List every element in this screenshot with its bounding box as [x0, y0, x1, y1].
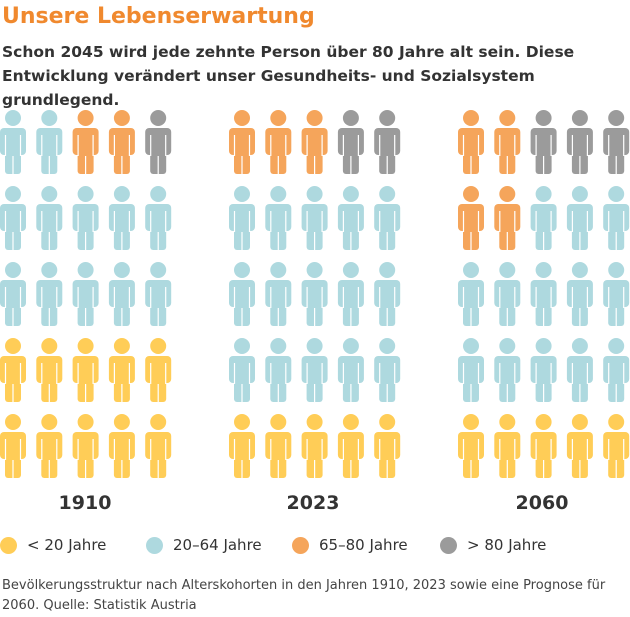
chart-subtitle: Schon 2045 wird jede zehnte Person über …: [2, 43, 575, 109]
legend: < 20 Jahre 20–64 Jahre 65–80 Jahre > 80 …: [0, 536, 546, 554]
person-icon: [0, 338, 26, 402]
person-icon: [603, 186, 630, 250]
person-icon: [265, 262, 292, 326]
person-icon: [36, 262, 63, 326]
legend-label: > 80 Jahre: [467, 536, 547, 554]
person-icon: [337, 414, 364, 478]
person-icon: [530, 110, 557, 174]
person-icon: [337, 262, 364, 326]
person-icon: [458, 110, 484, 174]
year-label-2023: 2023: [286, 492, 340, 514]
person-icon: [337, 186, 364, 250]
person-icon: [458, 414, 484, 478]
person-icon: [145, 262, 172, 326]
person-icon: [145, 110, 172, 174]
person-icon: [229, 262, 255, 326]
person-icon: [72, 414, 99, 478]
person-icon: [458, 186, 484, 250]
person-icon: [36, 110, 63, 174]
legend-item: 65–80 Jahre: [292, 536, 440, 554]
person-icon: [72, 186, 99, 250]
person-icon: [530, 338, 557, 402]
person-icon: [566, 262, 593, 326]
person-icon: [229, 186, 255, 250]
person-icon: [566, 110, 593, 174]
person-icon: [36, 186, 63, 250]
person-icon: [603, 414, 630, 478]
legend-item: 20–64 Jahre: [146, 536, 292, 554]
person-icon: [301, 414, 328, 478]
person-icon: [72, 262, 99, 326]
person-icon: [530, 414, 557, 478]
person-icon: [108, 110, 135, 174]
legend-swatch: [292, 536, 309, 554]
person-icon: [603, 338, 630, 402]
person-icon: [374, 186, 401, 250]
person-icon: [301, 110, 328, 174]
legend-label: < 20 Jahre: [27, 536, 107, 554]
person-icon: [301, 338, 328, 402]
footnote: Bevölkerungsstruktur nach Alterskohorten…: [2, 578, 606, 613]
chart-title: Unsere Lebenserwartung: [2, 4, 315, 29]
legend-swatch: [146, 536, 163, 554]
person-icon: [108, 262, 135, 326]
person-icon: [374, 338, 401, 402]
year-label-1910: 1910: [58, 492, 112, 514]
person-icon: [265, 110, 292, 174]
legend-label: 65–80 Jahre: [319, 536, 408, 554]
person-icon: [145, 414, 172, 478]
person-icon: [108, 414, 135, 478]
person-icon: [265, 338, 292, 402]
person-icon: [72, 110, 99, 174]
person-icon: [229, 110, 255, 174]
legend-item: > 80 Jahre: [440, 536, 546, 554]
person-icon: [566, 186, 593, 250]
person-icon: [265, 186, 292, 250]
person-icon: [0, 262, 26, 326]
person-icon: [374, 262, 401, 326]
person-icon: [494, 110, 521, 174]
person-icon: [36, 414, 63, 478]
person-icon: [72, 338, 99, 402]
pictogram-chart: [0, 110, 630, 478]
legend-item: < 20 Jahre: [0, 536, 146, 554]
person-icon: [337, 338, 364, 402]
person-icon: [0, 186, 26, 250]
person-icon: [36, 338, 63, 402]
person-icon: [566, 338, 593, 402]
legend-swatch: [440, 536, 457, 554]
person-icon: [494, 414, 521, 478]
person-icon: [530, 262, 557, 326]
person-icon: [0, 110, 26, 174]
person-icon: [229, 414, 255, 478]
person-icon: [494, 262, 521, 326]
person-icon: [301, 186, 328, 250]
person-icon: [458, 262, 484, 326]
person-icon: [0, 414, 26, 478]
person-icon: [603, 262, 630, 326]
person-icon: [145, 338, 172, 402]
legend-label: 20–64 Jahre: [173, 536, 262, 554]
person-icon: [530, 186, 557, 250]
person-icon: [145, 186, 172, 250]
person-icon: [566, 414, 593, 478]
legend-swatch: [0, 536, 17, 554]
person-icon: [458, 338, 484, 402]
person-icon: [603, 110, 630, 174]
person-icon: [229, 338, 255, 402]
year-label-2060: 2060: [515, 492, 569, 514]
person-icon: [494, 338, 521, 402]
person-icon: [494, 186, 521, 250]
person-icon: [265, 414, 292, 478]
person-icon: [374, 414, 401, 478]
person-icon: [337, 110, 364, 174]
person-icon: [374, 110, 401, 174]
person-icon: [108, 186, 135, 250]
person-icon: [108, 338, 135, 402]
person-icon: [301, 262, 328, 326]
